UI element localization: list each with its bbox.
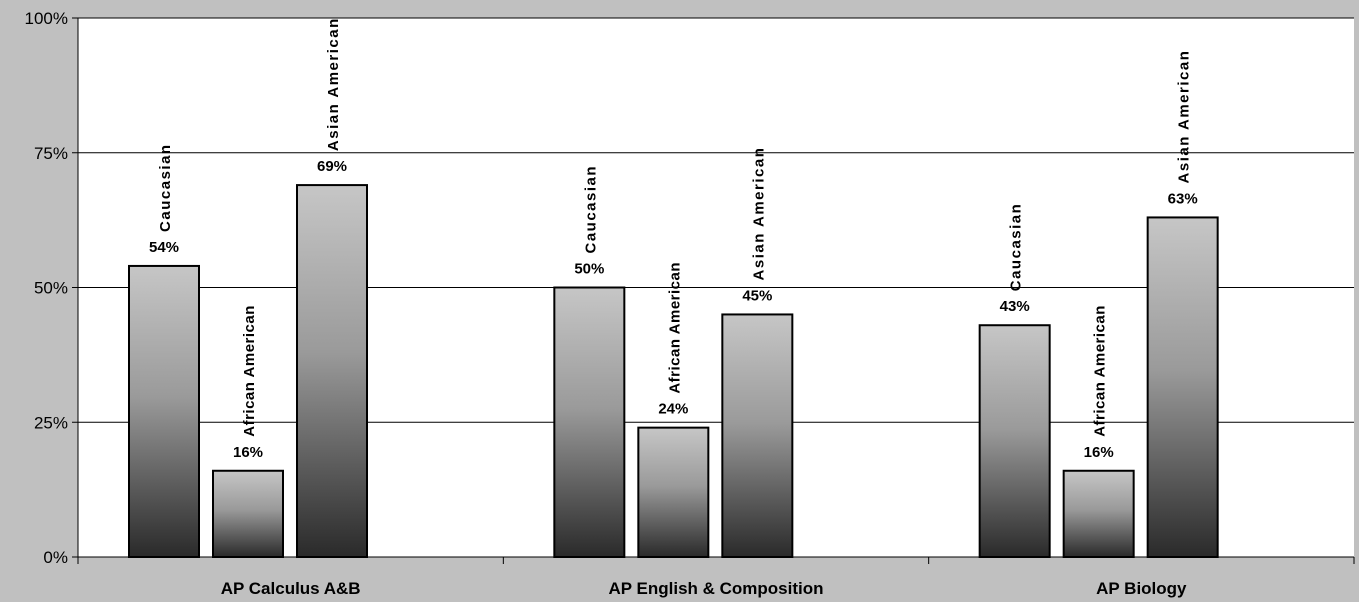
bar: [721, 313, 794, 559]
y-tick-label: 50%: [34, 279, 68, 298]
series-name-label: Caucasian: [582, 165, 599, 254]
gridlines: [78, 17, 1354, 423]
series-name-label: African American: [1092, 305, 1109, 437]
data-label: 54%: [149, 239, 179, 256]
data-labels: 54% Caucasian 16% African American 69% Asian …: [149, 17, 1198, 460]
bar: [1146, 216, 1219, 558]
data-label: 16%: [233, 444, 263, 461]
bar: [296, 184, 368, 558]
series-name-label: Asian American: [325, 17, 342, 151]
data-label: 50%: [574, 261, 604, 278]
data-label: 43%: [1000, 298, 1030, 315]
bars: [128, 184, 1219, 559]
category-label: AP Biology: [1096, 579, 1187, 598]
series-name-label: African American: [241, 305, 258, 437]
y-tick-label: 25%: [34, 413, 68, 432]
data-label: 45%: [742, 287, 772, 304]
y-tick-label: 100%: [25, 9, 68, 28]
category-label: AP Calculus A&B: [221, 579, 361, 598]
x-axis: AP Calculus A&B AP English & Composition A…: [77, 556, 1355, 598]
series-name-label: African American: [666, 262, 683, 394]
y-tick-label: 0%: [43, 548, 68, 567]
data-label: 63%: [1168, 190, 1198, 207]
data-label: 24%: [658, 401, 688, 418]
y-axis: 0% 25% 50% 75% 100%: [25, 9, 79, 567]
bar: [553, 286, 626, 558]
series-name-label: Caucasian: [157, 143, 174, 232]
bar: [978, 324, 1051, 559]
category-label: AP English & Composition: [608, 579, 823, 598]
series-name-label: Asian American: [1176, 50, 1193, 184]
series-name-label: Caucasian: [1008, 203, 1025, 292]
bar: [128, 264, 200, 558]
y-tick-label: 75%: [34, 144, 68, 163]
data-label: 16%: [1084, 444, 1114, 461]
data-label: 69%: [317, 158, 347, 175]
bar: [1062, 469, 1135, 559]
bar: [212, 469, 284, 559]
series-name-label: Asian American: [750, 147, 767, 281]
bar: [637, 426, 710, 559]
